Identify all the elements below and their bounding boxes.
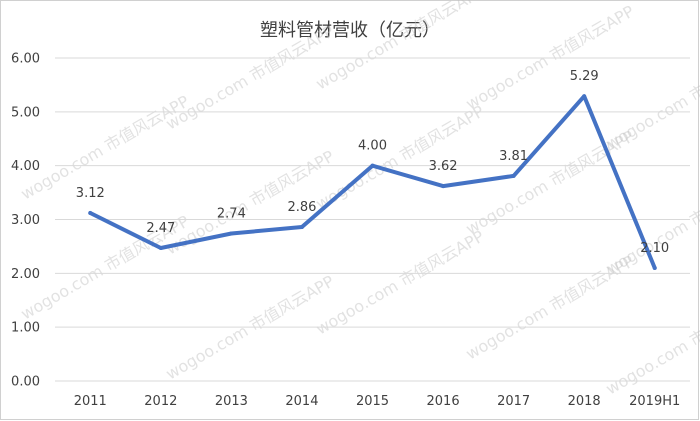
data-labels: 3.12 2.47 2.74 2.86 4.00 3.62 3.81 5.29 2.10: [76, 69, 669, 256]
x-tick-label: 2014: [285, 394, 318, 409]
x-axis-ticks: 2011 2012 2013 2014 2015 2016 2017 2018 2019H1: [74, 394, 681, 409]
y-tick-label: 2.00: [11, 267, 40, 282]
y-tick-label: 5.00: [11, 105, 40, 120]
y-tick-label: 4.00: [11, 159, 40, 174]
data-label: 2.47: [146, 221, 175, 236]
y-tick-label: 3.00: [11, 213, 40, 228]
watermark-text: wogoo.com 市值风云APP: [313, 226, 488, 338]
y-tick-label: 1.00: [11, 321, 40, 336]
data-label: 3.12: [76, 186, 105, 201]
y-tick-label: 6.00: [11, 52, 40, 67]
data-label: 5.29: [570, 69, 599, 84]
data-point: [158, 246, 163, 251]
data-point: [582, 94, 587, 99]
x-tick-label: 2019H1: [629, 394, 680, 409]
watermark-text: wogoo.com 市值风云APP: [463, 1, 638, 113]
data-point: [229, 231, 234, 236]
x-tick-label: 2011: [74, 394, 107, 409]
x-tick-label: 2015: [356, 394, 389, 409]
data-label: 2.74: [217, 206, 246, 221]
watermark-text: wogoo.com 市值风云APP: [18, 91, 193, 203]
x-tick-label: 2012: [144, 394, 177, 409]
data-label: 4.00: [358, 139, 387, 154]
data-point: [652, 265, 657, 270]
data-point: [511, 173, 516, 178]
watermark-text: wogoo.com 市值风云APP: [603, 286, 700, 398]
y-tick-label: 0.00: [11, 375, 40, 390]
data-point: [299, 225, 304, 230]
gridlines: [55, 57, 690, 382]
data-label: 3.62: [429, 159, 458, 174]
x-tick-label: 2017: [497, 394, 530, 409]
y-axis-ticks: 0.00 1.00 2.00 3.00 4.00 5.00 6.00: [11, 52, 40, 390]
data-point: [88, 211, 93, 216]
x-tick-label: 2013: [215, 394, 248, 409]
data-label: 2.86: [287, 200, 316, 215]
data-label: 3.81: [499, 149, 528, 164]
watermark-text: wogoo.com 市值风云APP: [163, 21, 338, 133]
data-label: 2.10: [640, 241, 669, 256]
series-layer: [88, 94, 657, 270]
data-point: [441, 184, 446, 189]
x-tick-label: 2018: [568, 394, 601, 409]
data-point: [370, 163, 375, 168]
x-tick-label: 2016: [427, 394, 460, 409]
watermark-text: wogoo.com 市值风云APP: [313, 0, 488, 93]
chart-title: 塑料管材营收（亿元）: [260, 20, 440, 41]
